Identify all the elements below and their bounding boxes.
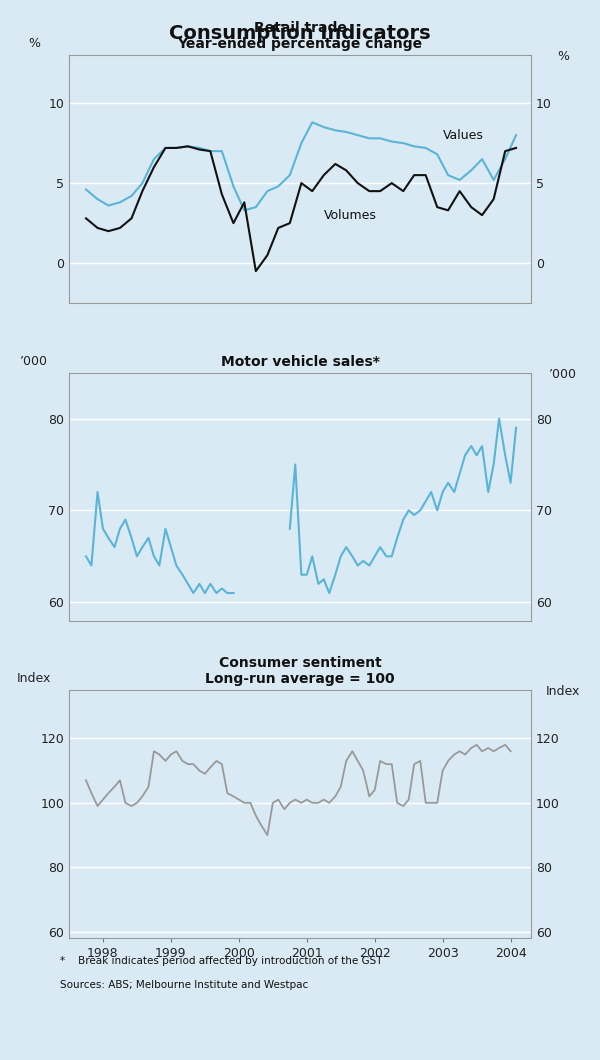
Text: Sources: ABS; Melbourne Institute and Westpac: Sources: ABS; Melbourne Institute and We…	[60, 980, 308, 990]
Y-axis label: %: %	[28, 37, 40, 50]
Title: Consumer sentiment
Long-run average = 100: Consumer sentiment Long-run average = 10…	[205, 656, 395, 686]
Y-axis label: %: %	[557, 50, 569, 64]
Text: Consumption Indicators: Consumption Indicators	[169, 24, 431, 43]
Text: Values: Values	[443, 128, 484, 142]
Y-axis label: Index: Index	[17, 672, 52, 685]
Title: Retail trade
Year-ended percentage change: Retail trade Year-ended percentage chang…	[178, 21, 422, 51]
Y-axis label: Index: Index	[546, 685, 581, 699]
Y-axis label: ’000: ’000	[550, 368, 577, 381]
Title: Motor vehicle sales*: Motor vehicle sales*	[221, 355, 379, 369]
Y-axis label: ’000: ’000	[20, 355, 49, 368]
Text: Volumes: Volumes	[324, 209, 377, 222]
Text: *    Break indicates period affected by introduction of the GST: * Break indicates period affected by int…	[60, 956, 383, 966]
